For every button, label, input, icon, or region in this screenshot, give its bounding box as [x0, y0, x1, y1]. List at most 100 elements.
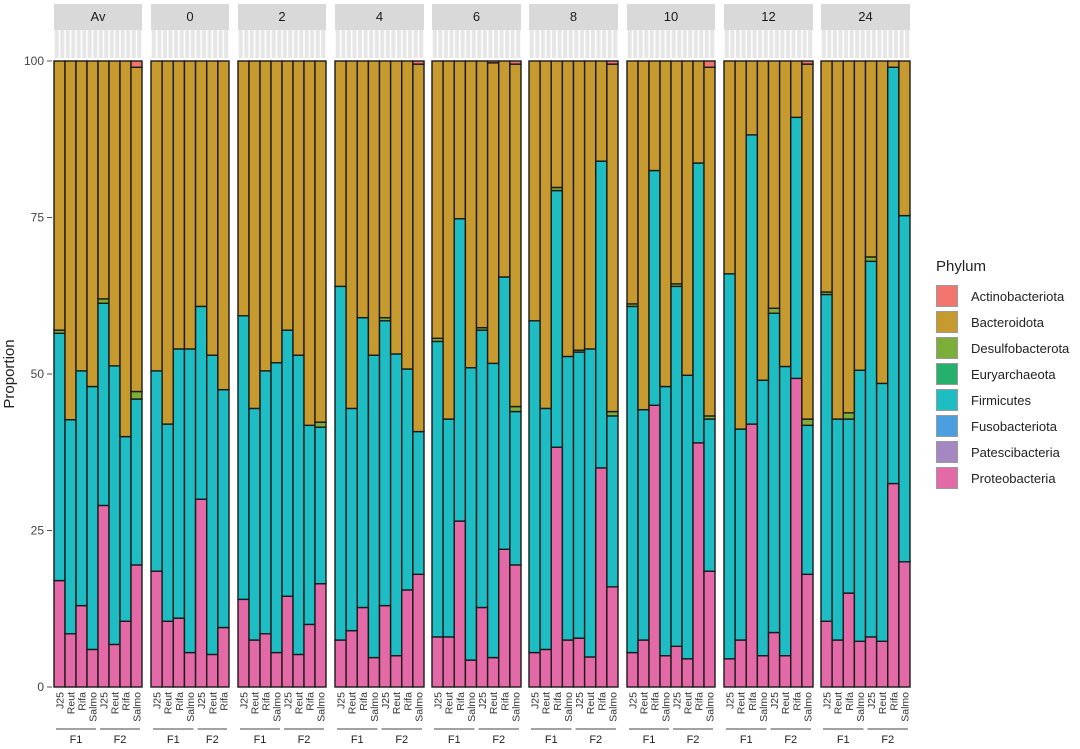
bar-segment-firmicutes: [606, 415, 619, 588]
bar-segment-firmicutes: [86, 385, 99, 651]
bar-segment-proteobacteria: [64, 633, 77, 688]
x-tick-label: J25: [239, 692, 251, 709]
x-tick-label: J25: [477, 692, 489, 709]
bar-segment-proteobacteria: [130, 564, 143, 688]
bar-segment-bacteroidota: [194, 60, 208, 308]
bar-segment-firmicutes: [130, 398, 143, 566]
bar-segment-firmicutes: [64, 418, 77, 635]
legend-item: Proteobacteria: [936, 465, 1069, 491]
legend-label: Fusobacteriota: [971, 418, 1057, 434]
x-tick-label: J25: [672, 692, 684, 709]
bar-segment-desulfobacterota: [509, 405, 522, 413]
bar-segment-proteobacteria: [887, 482, 900, 688]
bar-segment-proteobacteria: [453, 520, 467, 688]
bar-segment-firmicutes: [864, 260, 878, 638]
x-tick-label: Salmo: [466, 692, 478, 722]
bar-segment-firmicutes: [194, 305, 208, 500]
facet-label: 6: [473, 9, 480, 24]
bar-segment-proteobacteria: [172, 617, 186, 688]
legend-label: Patescibacteria: [971, 444, 1060, 460]
bar-segment-firmicutes: [237, 315, 250, 601]
x-tick-label: Rifa: [455, 692, 467, 711]
group-label: F2: [492, 734, 505, 744]
bar-segment-firmicutes: [887, 66, 900, 485]
bar-segment-proteobacteria: [583, 656, 597, 688]
bar-segment-bacteroidota: [412, 63, 425, 433]
bar-segment-firmicutes: [648, 169, 661, 407]
bar-segment-firmicutes: [509, 410, 522, 566]
bar-segment-firmicutes: [367, 354, 381, 659]
x-tick-label: Reut: [780, 692, 792, 714]
bar-segment-firmicutes: [150, 370, 163, 572]
bar-segment-firmicutes: [53, 332, 66, 582]
bar-segment-firmicutes: [626, 305, 639, 654]
bar-segment-firmicutes: [875, 382, 889, 643]
legend-label: Euryarchaeota: [971, 366, 1056, 382]
bar-segment-firmicutes: [442, 418, 455, 638]
bar-segment-firmicutes: [561, 355, 575, 641]
bar-segment-firmicutes: [734, 428, 747, 641]
bar-segment-bacteroidota: [431, 60, 444, 340]
group-label: F1: [254, 734, 267, 744]
bar-segment-bacteroidota: [572, 60, 586, 351]
group-label: F2: [881, 734, 894, 744]
bar-segment-bacteroidota: [820, 60, 833, 293]
bar-segment-proteobacteria: [206, 653, 219, 688]
bar-segment-proteobacteria: [183, 651, 197, 688]
bar-segment-proteobacteria: [498, 548, 511, 688]
y-tick-label: 75: [31, 211, 45, 225]
bar-segment-bacteroidota: [703, 66, 716, 417]
group-label: F1: [740, 734, 753, 744]
bar-segment-proteobacteria: [97, 504, 110, 688]
bar-segment-bacteroidota: [528, 60, 541, 322]
bar-segment-proteobacteria: [270, 651, 283, 688]
bar-segment-proteobacteria: [314, 583, 327, 688]
bar-segment-actinobacteriota: [486, 60, 500, 64]
group-label: F1: [167, 734, 180, 744]
bar-segment-firmicutes: [183, 348, 197, 654]
bar-segment-bacteroidota: [464, 60, 478, 369]
bar-segment-proteobacteria: [561, 639, 575, 688]
x-tick-label: Salmo: [899, 692, 911, 722]
bar-segment-bacteroidota: [626, 60, 639, 305]
bar-segment-bacteroidota: [801, 63, 814, 420]
bar-segment-bacteroidota: [831, 60, 844, 420]
x-tick-label: Reut: [163, 692, 175, 714]
x-tick-label: Salmo: [413, 692, 425, 722]
bar-segment-proteobacteria: [464, 659, 478, 688]
bar-segment-firmicutes: [595, 160, 608, 469]
bar-segment-firmicutes: [681, 374, 694, 660]
x-tick-label: Salmo: [661, 692, 673, 722]
bar-segment-bacteroidota: [367, 60, 381, 356]
x-tick-label: Salmo: [132, 692, 144, 722]
legend-item: Desulfobacterota: [936, 335, 1069, 361]
x-tick-label: Rifa: [694, 692, 706, 711]
x-tick-label: Salmo: [802, 692, 814, 722]
bar-segment-bacteroidota: [561, 60, 575, 358]
legend-key: [936, 389, 958, 411]
x-tick-label: J25: [433, 692, 445, 709]
x-tick-label: Reut: [833, 692, 845, 714]
facet-strip: [335, 4, 424, 30]
bar-segment-proteobacteria: [528, 651, 541, 688]
bar-segment-firmicutes: [119, 435, 132, 622]
bar-segment-firmicutes: [778, 365, 792, 657]
x-tick-label: J25: [283, 692, 295, 709]
x-tick-label: Reut: [444, 692, 456, 714]
bar-segment-bacteroidota: [259, 60, 272, 372]
bar-segment-firmicutes: [670, 285, 683, 648]
bar-segment-firmicutes: [345, 407, 358, 632]
bar-segment-proteobacteria: [356, 606, 370, 688]
bar-segment-firmicutes: [498, 276, 511, 550]
group-label: F1: [448, 734, 461, 744]
bar-segment-bacteroidota: [108, 60, 121, 367]
bar-segment-proteobacteria: [734, 639, 747, 688]
facet-strip: [432, 4, 521, 30]
x-tick-label: Reut: [110, 692, 122, 714]
x-tick-label: Rifa: [888, 692, 900, 711]
group-label: F2: [687, 734, 700, 744]
bar-segment-proteobacteria: [723, 658, 736, 688]
facet-label: 8: [570, 9, 577, 24]
legend-label: Firmicutes: [971, 392, 1031, 408]
x-tick-label: Rifa: [596, 692, 608, 711]
